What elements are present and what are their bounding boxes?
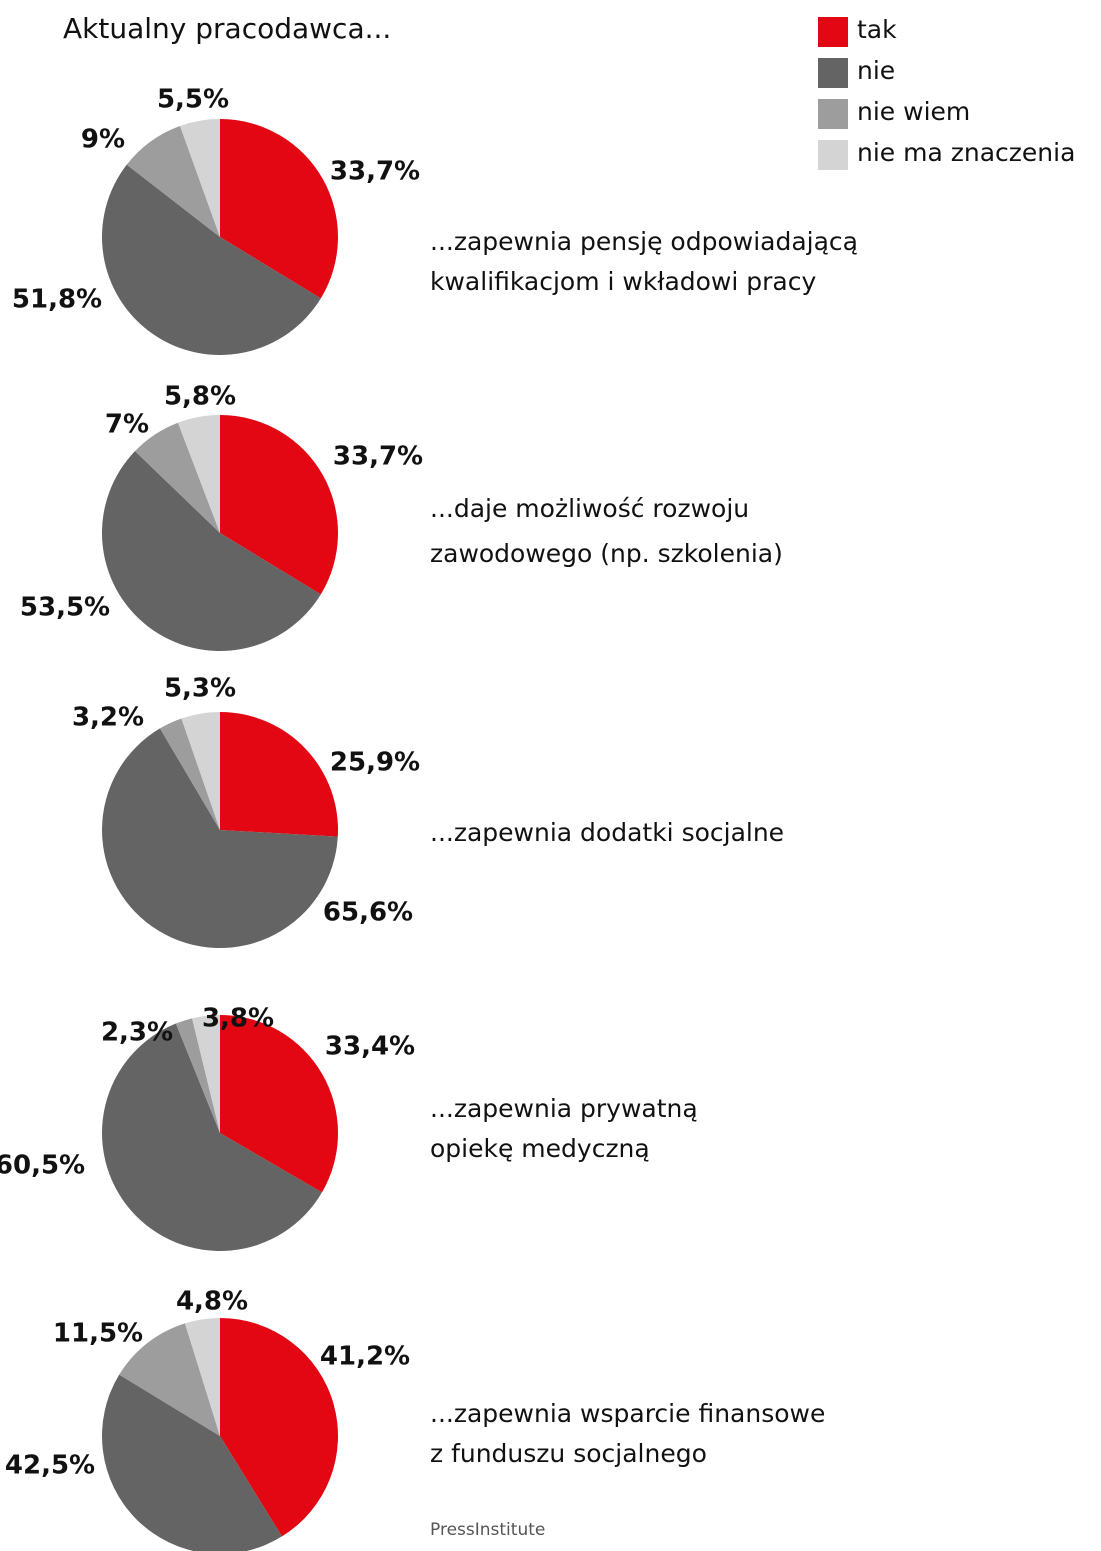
data-label: 65,6%: [323, 898, 413, 928]
legend-swatch: [818, 140, 848, 170]
pie-slice: [220, 119, 338, 299]
pie-slice: [181, 712, 220, 830]
pie-subtitle: opiekę medyczną: [430, 1134, 650, 1163]
data-label: 4,8%: [176, 1287, 248, 1317]
legend-label: nie wiem: [857, 97, 970, 126]
data-label: 25,9%: [330, 748, 420, 778]
data-label: 7%: [105, 410, 149, 440]
data-label: 53,5%: [20, 593, 110, 623]
data-label: 3,8%: [202, 1004, 274, 1034]
pie-slice: [101, 728, 338, 948]
data-label: 33,7%: [333, 442, 423, 472]
pie-slice: [192, 1015, 220, 1133]
legend-swatch: [818, 17, 848, 47]
pie-subtitle: z funduszu socjalnego: [430, 1439, 707, 1468]
data-label: 41,2%: [320, 1342, 410, 1372]
pie-slice: [101, 451, 321, 652]
legend-swatch: [818, 58, 848, 88]
pie-slice: [175, 1018, 220, 1133]
source: PressInstitute: [430, 1520, 545, 1540]
data-label: 11,5%: [53, 1319, 143, 1349]
data-label: 2,3%: [101, 1018, 173, 1048]
legend-label: nie: [857, 56, 895, 85]
data-label: 5,3%: [164, 674, 236, 704]
pie-slice: [220, 1318, 338, 1537]
pie-slice: [101, 1023, 322, 1251]
pie-slice: [159, 718, 220, 830]
data-label: 33,7%: [330, 157, 420, 187]
pie-slice: [220, 415, 338, 595]
data-label: 9%: [81, 125, 125, 155]
data-label: 60,5%: [0, 1151, 85, 1181]
pie-subtitle: ...zapewnia dodatki socjalne: [430, 818, 784, 847]
pie-slice: [135, 422, 220, 533]
pie-slice: [119, 1323, 220, 1436]
pie-subtitle: ...zapewnia prywatną: [430, 1094, 698, 1123]
data-label: 3,2%: [72, 703, 144, 733]
pie-slice: [220, 1015, 338, 1193]
pie-subtitle: ...daje możliwość rozwoju: [430, 494, 749, 523]
legend-label: nie ma znaczenia: [857, 138, 1075, 167]
pie-slice: [126, 125, 220, 237]
pie-subtitle: ...zapewnia pensję odpowiadającą: [430, 227, 858, 256]
data-label: 5,5%: [157, 85, 229, 115]
pie-slice: [102, 1374, 282, 1551]
pie-slice: [180, 119, 220, 237]
pie-slice: [101, 164, 321, 355]
data-label: 33,4%: [325, 1032, 415, 1062]
legend-label: tak: [857, 15, 897, 44]
pie-slice: [220, 712, 338, 837]
pie-slice: [177, 415, 220, 533]
data-label: 5,8%: [164, 382, 236, 412]
chart-title: Aktualny pracodawca...: [63, 12, 391, 45]
legend-swatch: [818, 99, 848, 129]
data-label: 51,8%: [12, 285, 102, 315]
pie-subtitle: zawodowego (np. szkolenia): [430, 539, 783, 568]
pie-subtitle: kwalifikacjom i wkładowi pracy: [430, 267, 816, 296]
data-label: 42,5%: [5, 1451, 95, 1481]
pie-subtitle: ...zapewnia wsparcie finansowe: [430, 1399, 825, 1428]
pie-slice: [184, 1318, 220, 1436]
